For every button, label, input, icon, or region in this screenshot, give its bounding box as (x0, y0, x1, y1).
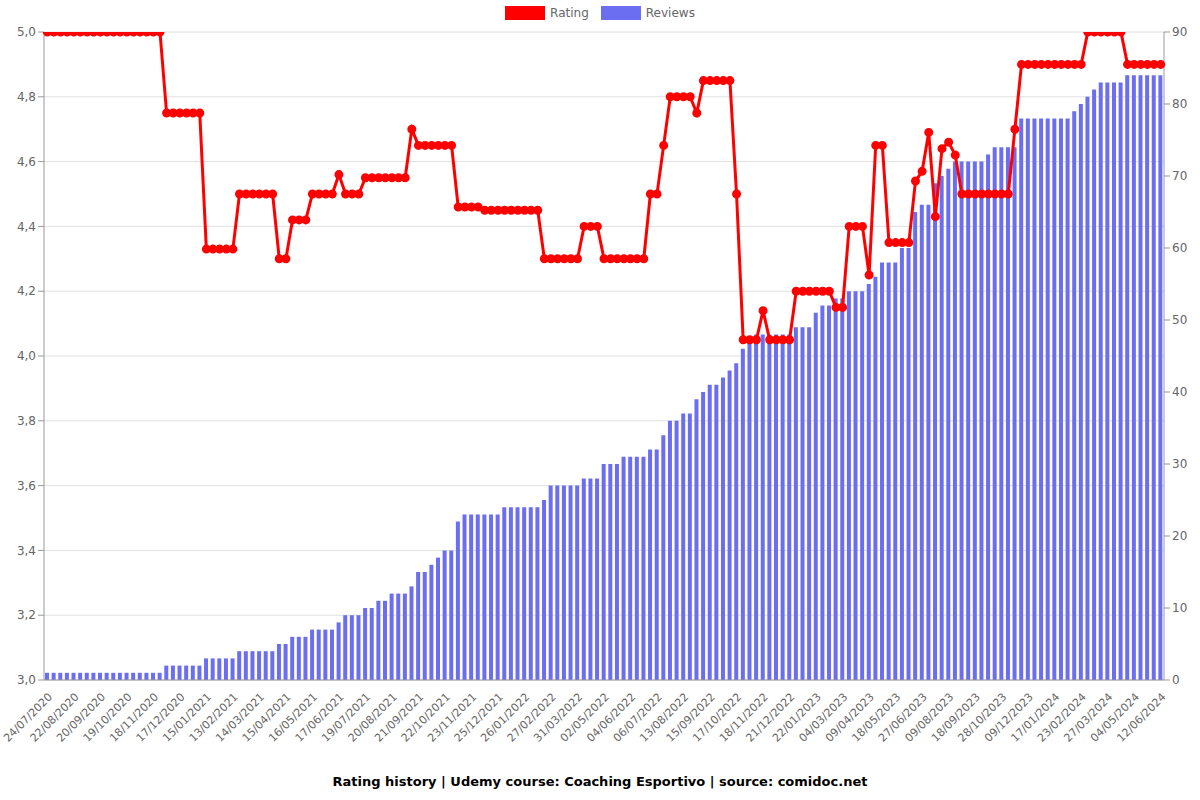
svg-text:23/11/2021: 23/11/2021 (425, 690, 480, 745)
svg-text:04/06/2022: 04/06/2022 (584, 690, 639, 745)
svg-text:19/07/2021: 19/07/2021 (319, 690, 374, 745)
svg-text:80: 80 (1172, 97, 1187, 111)
svg-text:17/06/2021: 17/06/2021 (292, 690, 347, 745)
svg-text:5,0: 5,0 (17, 25, 36, 39)
svg-text:4,8: 4,8 (17, 90, 36, 104)
svg-text:28/10/2023: 28/10/2023 (955, 690, 1010, 745)
svg-text:18/09/2023: 18/09/2023 (928, 690, 983, 745)
svg-text:09/12/2023: 09/12/2023 (981, 690, 1036, 745)
svg-text:4,4: 4,4 (17, 220, 36, 234)
svg-text:02/05/2022: 02/05/2022 (557, 690, 612, 745)
svg-text:3,0: 3,0 (17, 673, 36, 687)
svg-text:13/02/2021: 13/02/2021 (186, 690, 241, 745)
svg-text:3,8: 3,8 (17, 414, 36, 428)
svg-text:31/03/2022: 31/03/2022 (531, 690, 586, 745)
svg-text:09/08/2023: 09/08/2023 (902, 690, 957, 745)
svg-text:30: 30 (1172, 457, 1187, 471)
svg-text:25/12/2021: 25/12/2021 (451, 690, 506, 745)
svg-text:09/04/2023: 09/04/2023 (822, 690, 877, 745)
svg-text:40: 40 (1172, 385, 1187, 399)
svg-text:14/03/2021: 14/03/2021 (213, 690, 268, 745)
svg-text:26/01/2022: 26/01/2022 (478, 690, 533, 745)
svg-text:60: 60 (1172, 241, 1187, 255)
svg-text:21/12/2022: 21/12/2022 (743, 690, 798, 745)
svg-text:27/02/2022: 27/02/2022 (504, 690, 559, 745)
svg-text:18/11/2020: 18/11/2020 (107, 690, 162, 745)
svg-text:19/10/2020: 19/10/2020 (80, 690, 135, 745)
svg-text:3,6: 3,6 (17, 479, 36, 493)
svg-text:17/10/2022: 17/10/2022 (690, 690, 745, 745)
svg-text:10: 10 (1172, 601, 1187, 615)
svg-text:16/05/2021: 16/05/2021 (266, 690, 321, 745)
svg-text:17/12/2020: 17/12/2020 (133, 690, 188, 745)
svg-text:22/01/2023: 22/01/2023 (769, 690, 824, 745)
svg-text:70: 70 (1172, 169, 1187, 183)
svg-text:13/08/2022: 13/08/2022 (637, 690, 692, 745)
svg-text:0: 0 (1172, 673, 1180, 687)
svg-text:04/03/2023: 04/03/2023 (796, 690, 851, 745)
svg-text:90: 90 (1172, 25, 1187, 39)
svg-text:3,4: 3,4 (17, 544, 36, 558)
svg-text:50: 50 (1172, 313, 1187, 327)
svg-text:06/07/2022: 06/07/2022 (610, 690, 665, 745)
svg-text:23/02/2024: 23/02/2024 (1034, 690, 1089, 745)
svg-text:22/08/2020: 22/08/2020 (27, 690, 82, 745)
svg-text:15/09/2022: 15/09/2022 (663, 690, 718, 745)
svg-text:18/05/2023: 18/05/2023 (849, 690, 904, 745)
svg-text:04/05/2024: 04/05/2024 (1087, 690, 1142, 745)
svg-text:22/10/2021: 22/10/2021 (398, 690, 453, 745)
svg-text:15/04/2021: 15/04/2021 (239, 690, 294, 745)
html-text:Rating: Rating (550, 6, 589, 20)
svg-text:20/09/2020: 20/09/2020 (54, 690, 109, 745)
svg-text:27/06/2023: 27/06/2023 (875, 690, 930, 745)
svg-text:4,6: 4,6 (17, 155, 36, 169)
svg-text:20: 20 (1172, 529, 1187, 543)
svg-text:4,2: 4,2 (17, 284, 36, 298)
svg-text:18/11/2022: 18/11/2022 (716, 690, 771, 745)
svg-text:3,2: 3,2 (17, 608, 36, 622)
svg-text:21/09/2021: 21/09/2021 (372, 690, 427, 745)
svg-text:17/01/2024: 17/01/2024 (1008, 690, 1063, 745)
svg-text:27/03/2024: 27/03/2024 (1061, 690, 1116, 745)
svg-text:12/06/2024: 12/06/2024 (1114, 691, 1168, 745)
html-text:Reviews: Reviews (645, 6, 695, 20)
svg-text:4,0: 4,0 (17, 349, 36, 363)
svg-text:20/08/2021: 20/08/2021 (345, 690, 400, 745)
html-text:Rating history | Udemy course:: Rating history | Udemy course: Coaching … (332, 774, 868, 789)
svg-text:15/01/2021: 15/01/2021 (160, 690, 215, 745)
